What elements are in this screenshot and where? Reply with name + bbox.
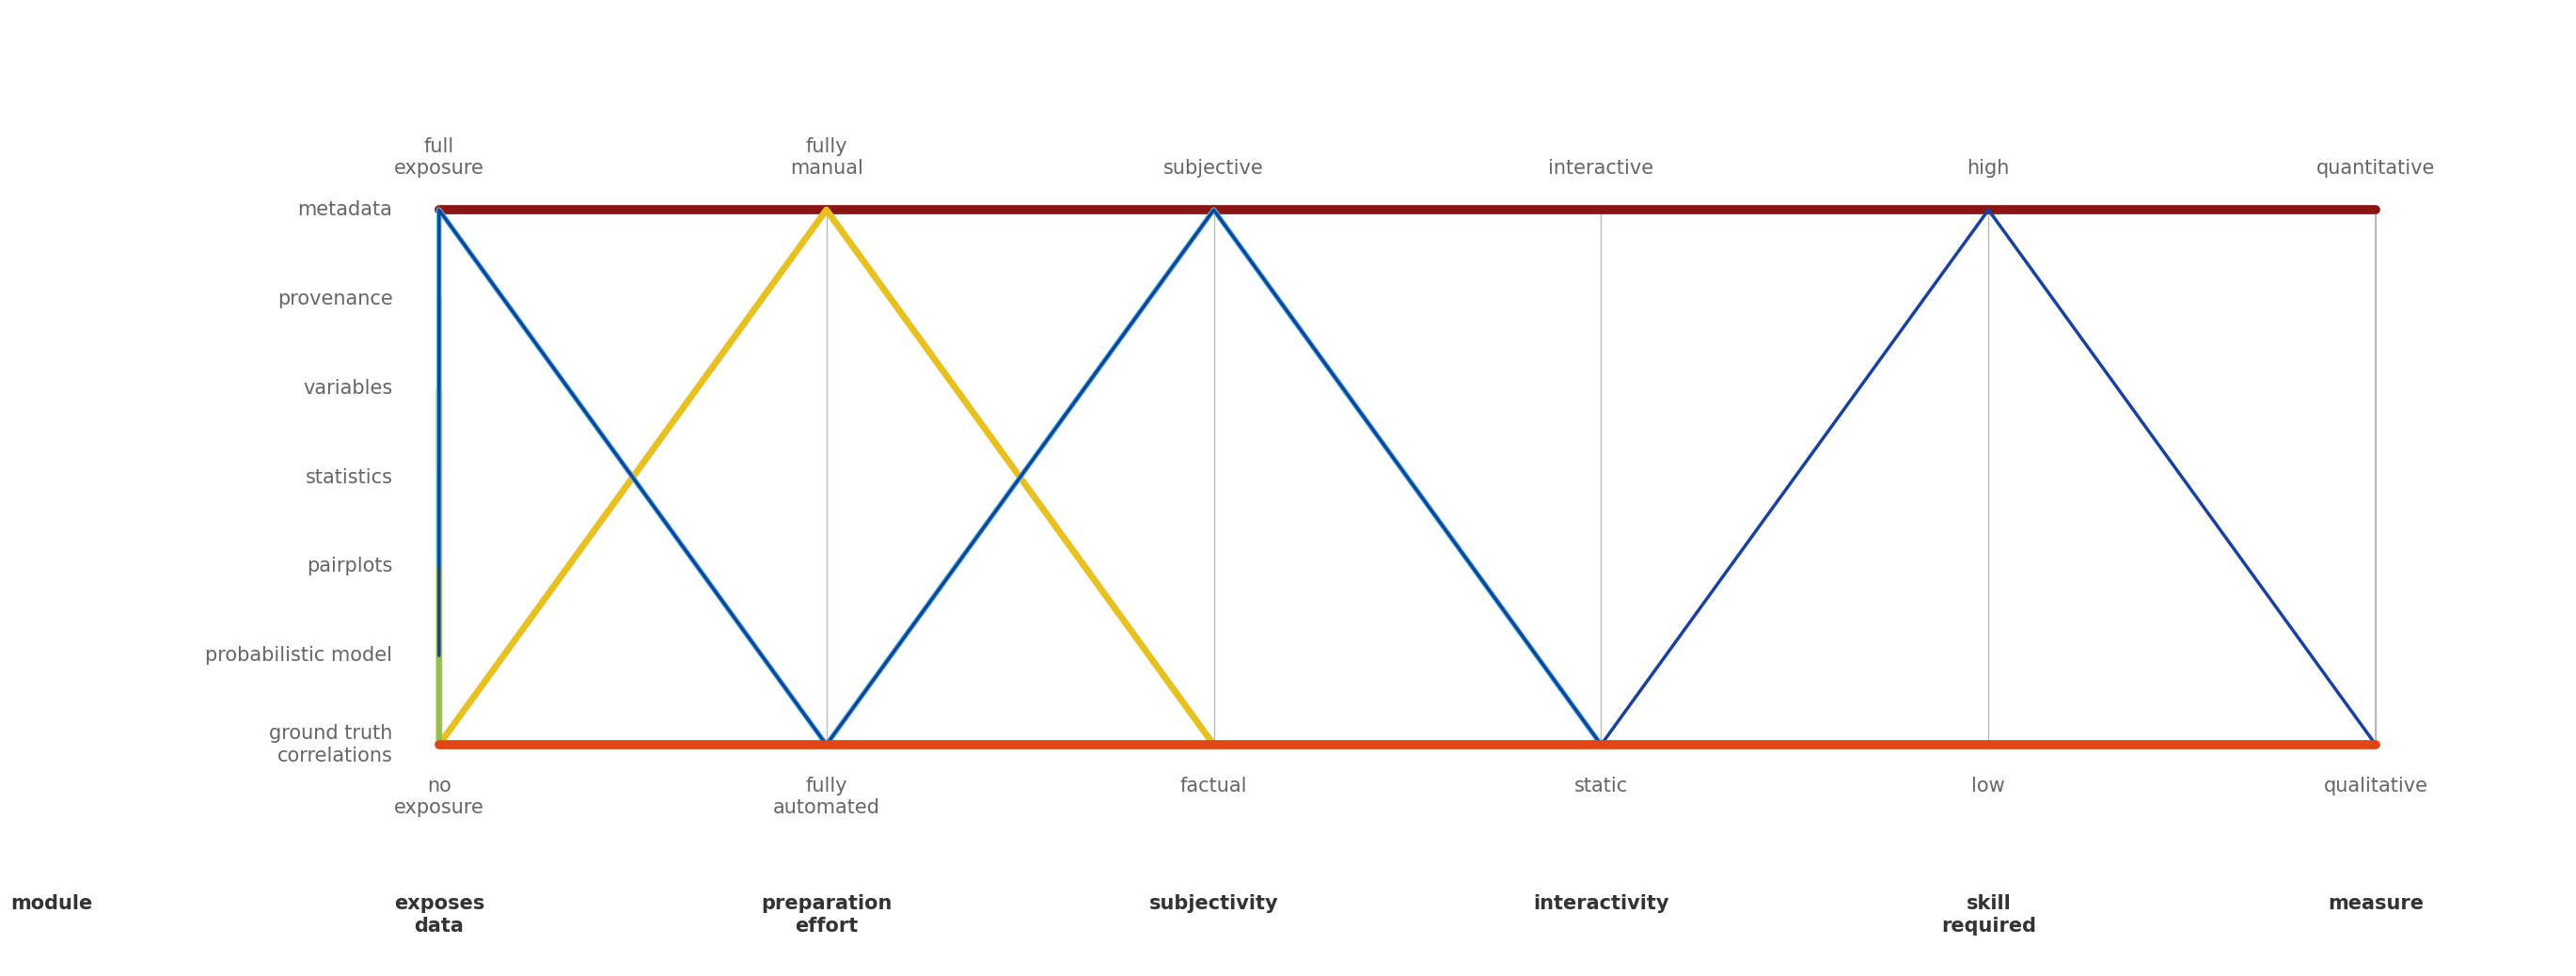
Text: exposes
data: exposes data — [394, 895, 484, 935]
Text: quantitative: quantitative — [2316, 159, 2434, 178]
Text: probabilistic model: probabilistic model — [206, 646, 392, 665]
Text: factual: factual — [1180, 777, 1247, 795]
Text: interactivity: interactivity — [1533, 895, 1669, 914]
Text: provenance: provenance — [278, 290, 392, 308]
Text: full
exposure: full exposure — [394, 137, 484, 178]
Text: low: low — [1971, 777, 2004, 795]
Text: high: high — [1968, 159, 2009, 178]
Text: interactive: interactive — [1548, 159, 1654, 178]
Text: no
exposure: no exposure — [394, 777, 484, 818]
Text: metadata: metadata — [299, 200, 392, 220]
Text: variables: variables — [304, 379, 392, 397]
Text: measure: measure — [2329, 895, 2424, 914]
Text: fully
manual: fully manual — [791, 137, 863, 178]
Text: pairplots: pairplots — [307, 557, 392, 576]
Text: skill
required: skill required — [1940, 895, 2035, 935]
Text: subjective: subjective — [1164, 159, 1265, 178]
Text: fully
automated: fully automated — [773, 777, 881, 818]
Text: preparation
effort: preparation effort — [760, 895, 891, 935]
Text: statistics: statistics — [304, 468, 392, 487]
Text: subjectivity: subjectivity — [1149, 895, 1278, 914]
Text: qualitative: qualitative — [2324, 777, 2429, 795]
Text: static: static — [1574, 777, 1628, 795]
Text: ground truth
correlations: ground truth correlations — [268, 724, 392, 765]
Text: module: module — [10, 895, 93, 914]
